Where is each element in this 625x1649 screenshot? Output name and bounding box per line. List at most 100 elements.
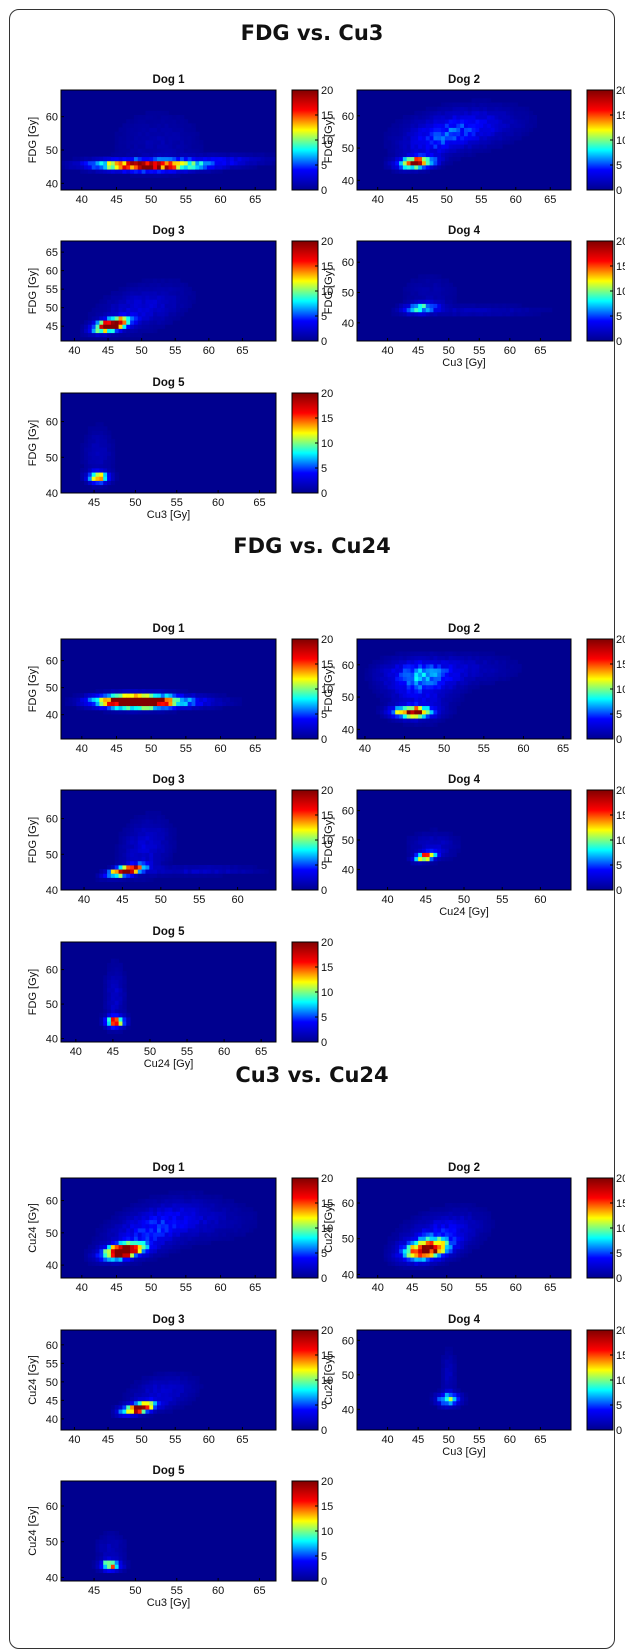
density-cell xyxy=(149,860,154,866)
density-cell xyxy=(183,1371,189,1377)
density-cell xyxy=(229,697,235,702)
density-cell xyxy=(444,844,450,849)
density-cell xyxy=(183,1400,189,1406)
density-cell xyxy=(444,1219,450,1225)
density-cell xyxy=(168,1409,173,1414)
density-cell xyxy=(387,152,392,158)
density-cell xyxy=(118,127,123,133)
density-cell xyxy=(429,852,434,858)
density-cell xyxy=(421,689,427,694)
density-cell xyxy=(414,110,419,116)
density-cell xyxy=(471,1236,476,1241)
density-cell xyxy=(490,676,495,682)
density-cell xyxy=(118,148,123,153)
density-cell xyxy=(425,693,431,698)
density-cell xyxy=(467,664,473,669)
density-cell xyxy=(421,856,427,862)
density-cell xyxy=(168,1207,173,1212)
density-cell xyxy=(137,823,143,828)
density-cell xyxy=(183,1392,189,1398)
density-cell xyxy=(229,1228,235,1233)
density-cell xyxy=(122,873,127,878)
density-cell xyxy=(479,98,484,103)
density-cell xyxy=(107,332,112,338)
density-cell xyxy=(187,140,192,145)
density-cell xyxy=(437,1207,442,1212)
section-title: FDG vs. Cu3 xyxy=(241,21,384,45)
density-cell xyxy=(95,160,100,166)
density-cell xyxy=(122,975,127,980)
density-cell xyxy=(80,459,85,465)
density-cell xyxy=(226,1219,231,1225)
density-cell xyxy=(91,455,96,461)
density-cell xyxy=(122,697,127,702)
density-cell xyxy=(107,865,112,870)
density-cell xyxy=(437,1240,442,1246)
density-cell xyxy=(402,1223,408,1229)
density-cell xyxy=(176,1236,181,1241)
density-cell xyxy=(168,1211,173,1216)
density-cell xyxy=(425,689,431,694)
density-cell xyxy=(187,152,192,158)
density-cell xyxy=(483,672,488,677)
density-cell xyxy=(471,651,476,657)
density-cell xyxy=(87,1261,93,1266)
density-cell xyxy=(498,676,503,682)
density-cell xyxy=(114,135,119,141)
density-cell xyxy=(391,1261,396,1266)
y-tick-label: 60 xyxy=(46,1340,58,1352)
density-cell xyxy=(187,1392,192,1398)
density-cell xyxy=(433,684,438,690)
density-cell xyxy=(402,693,408,698)
density-cell xyxy=(441,705,446,711)
density-cell xyxy=(410,856,415,862)
density-cell xyxy=(402,119,408,124)
density-cell xyxy=(153,697,158,702)
density-cell xyxy=(402,286,408,292)
density-cell xyxy=(456,676,461,682)
density-cell xyxy=(99,1543,104,1549)
density-cell xyxy=(114,1008,119,1014)
colorbar-tick-label: 15 xyxy=(321,810,333,822)
density-cell xyxy=(99,307,104,313)
density-cell xyxy=(133,144,139,149)
density-cell xyxy=(379,680,385,686)
density-cell xyxy=(437,718,442,723)
density-cell xyxy=(444,1396,450,1402)
density-cell xyxy=(479,1211,484,1216)
density-cell xyxy=(406,672,411,677)
density-cell xyxy=(387,714,392,719)
density-cell xyxy=(164,831,169,837)
density-cell xyxy=(376,705,381,711)
density-cell xyxy=(168,835,173,841)
density-cell xyxy=(486,303,492,309)
density-cell xyxy=(399,1244,404,1250)
density-cell xyxy=(160,278,166,284)
density-cell xyxy=(249,152,254,158)
density-cell xyxy=(114,1248,119,1254)
density-cell xyxy=(399,160,404,166)
density-cell xyxy=(153,1228,158,1233)
y-tick-label: 50 xyxy=(46,999,58,1011)
density-cell xyxy=(441,152,446,158)
density-cell xyxy=(486,1219,492,1225)
density-cell xyxy=(517,303,522,309)
density-cell xyxy=(437,680,442,686)
density-cell xyxy=(444,286,450,292)
density-cell xyxy=(245,1228,250,1233)
density-cell xyxy=(145,810,150,816)
density-cell xyxy=(130,1244,135,1250)
density-cell xyxy=(418,722,423,727)
density-cell xyxy=(486,115,492,120)
density-cell xyxy=(122,1025,127,1030)
density-cell xyxy=(126,865,131,870)
density-cell xyxy=(444,1257,450,1262)
density-cell xyxy=(479,651,484,657)
y-tick-label: 40 xyxy=(46,1034,58,1046)
density-cell xyxy=(107,1261,112,1266)
density-cell xyxy=(486,140,492,145)
density-cell xyxy=(137,840,143,845)
density-cell xyxy=(145,140,150,145)
density-cell xyxy=(164,1194,169,1200)
